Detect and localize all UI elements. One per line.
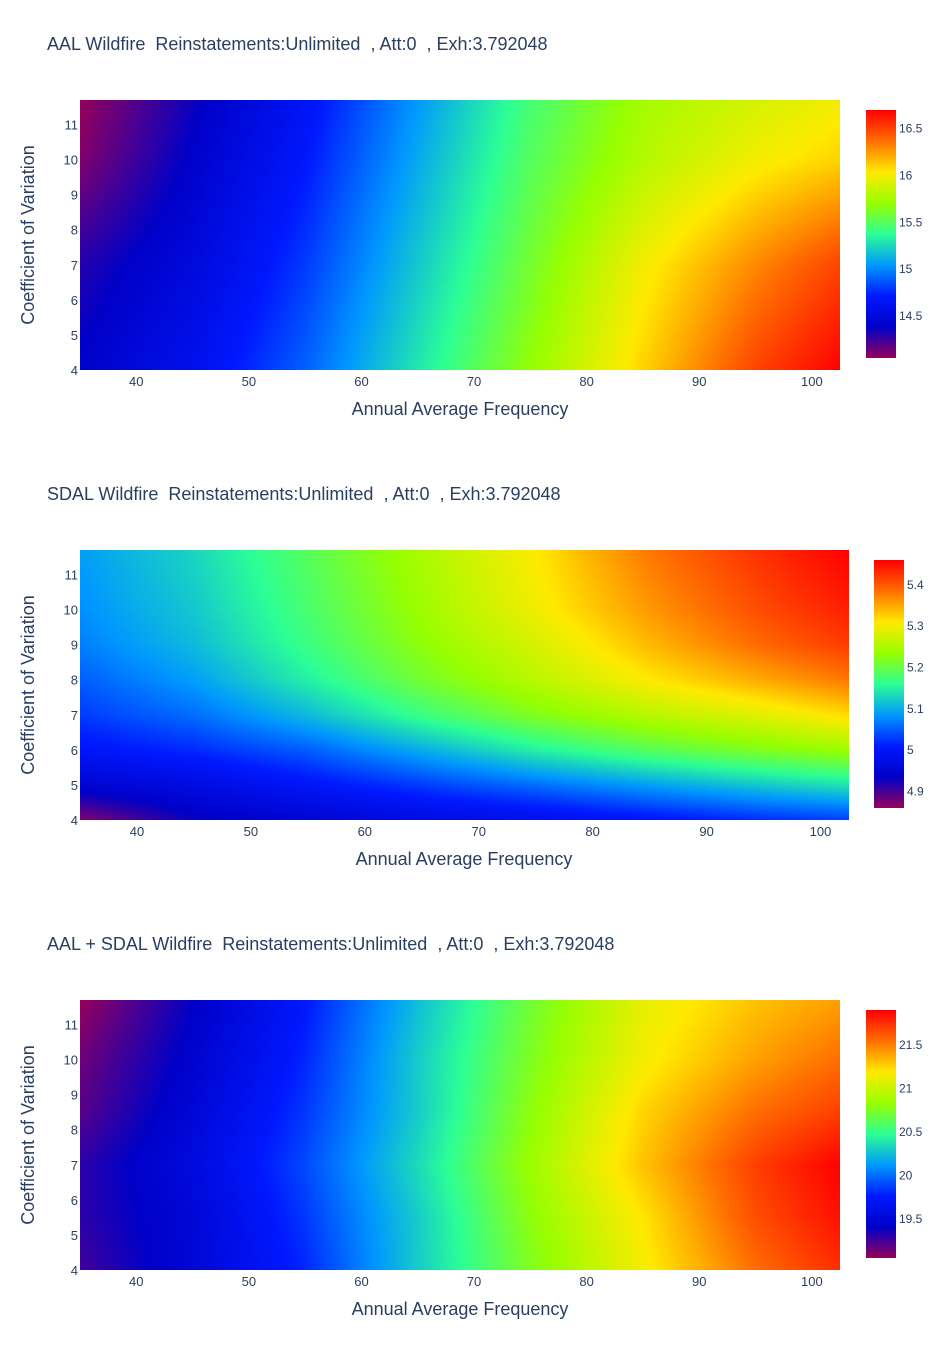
y-tick-label: 7 bbox=[71, 1158, 78, 1173]
x-tick-label: 100 bbox=[810, 824, 832, 839]
x-tick-label: 70 bbox=[467, 374, 481, 389]
y-tick-label: 5 bbox=[71, 328, 78, 343]
x-tick-label: 40 bbox=[129, 1274, 143, 1289]
colorbar-tick-label: 16.5 bbox=[899, 122, 923, 136]
x-tick-label: 100 bbox=[801, 374, 823, 389]
sdal-panel: SDAL Wildfire Reinstatements:Unlimited ,… bbox=[18, 484, 924, 869]
x-tick-label: 70 bbox=[467, 1274, 481, 1289]
colorbar-tick-label: 14.5 bbox=[899, 309, 923, 323]
x-tick-label: 60 bbox=[354, 374, 368, 389]
colorbar-tick-label: 16 bbox=[899, 169, 913, 183]
chart-title: AAL + SDAL Wildfire Reinstatements:Unlim… bbox=[47, 934, 614, 954]
colorbar-tick-label: 4.9 bbox=[907, 784, 924, 798]
y-tick-label: 4 bbox=[71, 363, 78, 378]
x-tick-label: 80 bbox=[579, 374, 593, 389]
heatmap-plot-area[interactable]: 40 50 60 70 80 90 100 4 5 6 7 8 9 10 11 bbox=[64, 100, 840, 389]
colorbar-tick-label: 5.4 bbox=[907, 578, 924, 592]
x-tick-label: 80 bbox=[579, 1274, 593, 1289]
colorbar-gradient bbox=[866, 1010, 896, 1258]
y-tick-label: 11 bbox=[65, 568, 79, 583]
y-tick-label: 9 bbox=[71, 188, 78, 203]
x-tick-label: 70 bbox=[472, 824, 486, 839]
colorbar: 16.5 16 15.5 15 14.5 bbox=[866, 110, 923, 358]
colorbar-tick-label: 5 bbox=[907, 743, 914, 757]
colorbar-tick-label: 15 bbox=[899, 262, 913, 276]
x-axis-label: Annual Average Frequency bbox=[356, 849, 573, 869]
y-tick-label: 11 bbox=[65, 118, 79, 133]
colorbar-tick-label: 15.5 bbox=[899, 215, 923, 229]
colorbar-tick-label: 5.1 bbox=[907, 702, 924, 716]
heatmap-plot-area[interactable]: 40 50 60 70 80 90 100 4 5 6 7 8 9 10 11 bbox=[64, 1000, 840, 1289]
y-tick-label: 4 bbox=[71, 813, 78, 828]
y-tick-label: 7 bbox=[71, 708, 78, 723]
aal-panel: AAL Wildfire Reinstatements:Unlimited , … bbox=[18, 34, 923, 419]
x-tick-label: 40 bbox=[129, 374, 143, 389]
colorbar-tick-label: 21.5 bbox=[899, 1038, 923, 1052]
heatmap-plot-area[interactable]: 40 50 60 70 80 90 100 4 5 6 7 8 9 10 11 bbox=[64, 550, 849, 839]
y-tick-label: 8 bbox=[71, 223, 78, 238]
colorbar: 21.5 21 20.5 20 19.5 bbox=[866, 1010, 923, 1258]
colorbar-tick-label: 5.2 bbox=[907, 660, 924, 674]
colorbar-tick-label: 20.5 bbox=[899, 1125, 923, 1139]
x-tick-label: 90 bbox=[699, 824, 713, 839]
y-tick-label: 7 bbox=[71, 258, 78, 273]
x-tick-label: 50 bbox=[242, 1274, 256, 1289]
y-axis-label: Coefficient of Variation bbox=[18, 1045, 38, 1224]
y-tick-label: 10 bbox=[64, 603, 78, 618]
heatmap-cells bbox=[80, 550, 849, 820]
x-axis-label: Annual Average Frequency bbox=[352, 399, 569, 419]
colorbar: 5.4 5.3 5.2 5.1 5 4.9 bbox=[874, 560, 924, 808]
x-tick-label: 40 bbox=[130, 824, 144, 839]
colorbar-tick-label: 20 bbox=[899, 1168, 913, 1182]
aal-plus-sdal-panel: AAL + SDAL Wildfire Reinstatements:Unlim… bbox=[18, 934, 923, 1319]
y-tick-label: 9 bbox=[71, 638, 78, 653]
heatmap-cells bbox=[80, 100, 840, 370]
colorbar-tick-label: 5.3 bbox=[907, 619, 924, 633]
colorbar-tick-label: 21 bbox=[899, 1081, 913, 1095]
colorbar-gradient bbox=[874, 560, 904, 808]
y-tick-label: 6 bbox=[71, 743, 78, 758]
colorbar-gradient bbox=[866, 110, 896, 358]
y-tick-label: 5 bbox=[71, 778, 78, 793]
y-tick-label: 6 bbox=[71, 293, 78, 308]
chart-title: AAL Wildfire Reinstatements:Unlimited , … bbox=[47, 34, 548, 54]
x-axis-label: Annual Average Frequency bbox=[352, 1299, 569, 1319]
y-axis-label: Coefficient of Variation bbox=[18, 595, 38, 774]
y-tick-label: 10 bbox=[64, 153, 78, 168]
x-tick-label: 60 bbox=[354, 1274, 368, 1289]
y-tick-label: 5 bbox=[71, 1228, 78, 1243]
x-tick-label: 80 bbox=[585, 824, 599, 839]
y-tick-label: 4 bbox=[71, 1263, 78, 1278]
y-tick-label: 8 bbox=[71, 1123, 78, 1138]
x-tick-label: 60 bbox=[358, 824, 372, 839]
chart-title: SDAL Wildfire Reinstatements:Unlimited ,… bbox=[47, 484, 561, 504]
y-tick-label: 11 bbox=[65, 1018, 79, 1033]
colorbar-tick-label: 19.5 bbox=[899, 1212, 923, 1226]
x-tick-label: 90 bbox=[692, 374, 706, 389]
y-tick-label: 6 bbox=[71, 1193, 78, 1208]
y-tick-label: 10 bbox=[64, 1053, 78, 1068]
x-tick-label: 100 bbox=[801, 1274, 823, 1289]
y-tick-label: 9 bbox=[71, 1088, 78, 1103]
x-tick-label: 50 bbox=[244, 824, 258, 839]
heatmap-cells bbox=[80, 1000, 840, 1270]
y-tick-label: 8 bbox=[71, 673, 78, 688]
y-axis-label: Coefficient of Variation bbox=[18, 145, 38, 324]
x-tick-label: 90 bbox=[692, 1274, 706, 1289]
x-tick-label: 50 bbox=[242, 374, 256, 389]
